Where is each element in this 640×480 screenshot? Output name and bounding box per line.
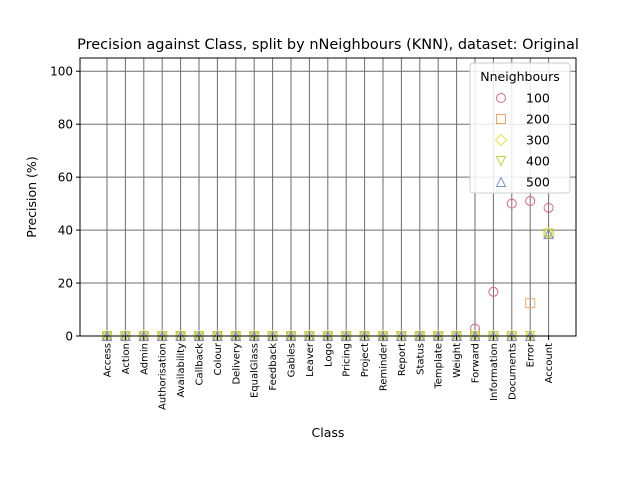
x-tick-label: Access (103, 343, 114, 377)
x-axis-label: Class (312, 425, 345, 440)
x-tick-label: Template (434, 343, 445, 390)
x-tick-label: Forward (471, 343, 482, 383)
x-tick-label: Callback (195, 343, 206, 386)
legend-label: 500 (526, 175, 550, 190)
legend-title: Nneighbours (480, 69, 559, 84)
x-tick-label: Documents (507, 343, 518, 400)
x-tick-label: Leaver (305, 342, 316, 377)
x-axis: Access Action Admin Authorisation Availabili… (103, 336, 555, 410)
x-tick-label: EqualGlass (250, 343, 261, 398)
legend-marker (496, 114, 506, 124)
y-tick-label: 0 (65, 330, 73, 344)
legend-box (469, 62, 571, 194)
y-axis: 0 20 40 60 80 100 (50, 65, 80, 344)
legend-marker (495, 156, 507, 167)
x-tick-label: Account (544, 343, 555, 383)
legend-marker (495, 176, 507, 187)
data-point (543, 228, 554, 240)
x-tick-label: Pricing (342, 343, 353, 377)
x-tick-label: Project (360, 343, 371, 377)
data-point (506, 198, 517, 209)
x-tick-label: Information (489, 343, 500, 401)
x-tick-label: Colour (213, 342, 224, 375)
x-tick-label: Admin (139, 343, 150, 375)
data-point (525, 195, 536, 206)
chart-title: Precision against Class, split by nNeigh… (77, 37, 579, 53)
y-tick-label: 60 (58, 171, 73, 185)
legend-label: 200 (526, 112, 550, 127)
y-axis-label: Precision (%) (24, 156, 39, 237)
x-tick-label: Weight (452, 343, 463, 378)
data-point (488, 286, 499, 297)
x-tick-label: Error (526, 342, 537, 367)
x-tick-label: Gables (287, 343, 298, 377)
legend-label: 100 (526, 91, 550, 106)
legend-marker (494, 133, 508, 147)
x-tick-label: Report (397, 343, 408, 376)
data-point (525, 298, 536, 309)
y-tick-label: 100 (50, 65, 73, 79)
x-tick-label: Availability (176, 343, 187, 398)
x-tick-label: Feedback (268, 343, 279, 391)
y-tick-label: 80 (58, 118, 73, 132)
data-point (470, 323, 480, 334)
x-tick-label: Action (121, 343, 132, 374)
legend-marker (496, 93, 506, 103)
legend-label: 400 (526, 154, 550, 169)
x-tick-label: Authorisation (158, 343, 169, 410)
grid (80, 58, 576, 337)
data-point (543, 202, 554, 213)
x-tick-label: Reminder (379, 342, 390, 391)
x-tick-label: Delivery (231, 343, 242, 385)
legend-label: 300 (526, 133, 550, 148)
x-tick-label: Status (415, 343, 426, 375)
y-tick-label: 40 (58, 224, 73, 238)
y-tick-label: 20 (58, 277, 73, 291)
legend-entries: 100 200 300 400 500 (494, 91, 550, 190)
x-tick-label: Logo (323, 343, 334, 367)
legend: Nneighbours 100 200 300 400 500 (469, 62, 571, 194)
